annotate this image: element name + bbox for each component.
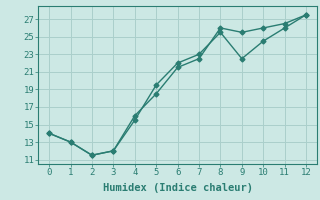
X-axis label: Humidex (Indice chaleur): Humidex (Indice chaleur) [103,183,252,193]
